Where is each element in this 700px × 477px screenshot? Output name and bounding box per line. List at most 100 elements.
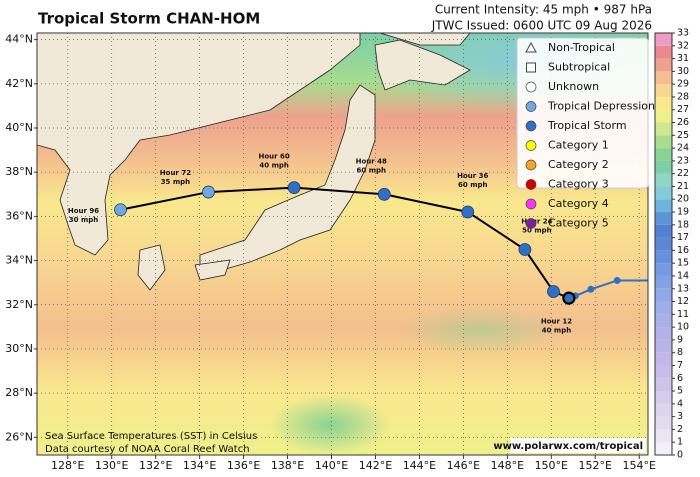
colorbar-segment — [655, 58, 672, 72]
lon-label: 152°E — [579, 459, 612, 472]
forecast-point — [202, 185, 215, 199]
colorbar-segment — [655, 442, 672, 455]
colorbar-segment — [655, 275, 672, 289]
forecast-point — [461, 205, 475, 219]
lat-label: 26°N — [5, 430, 33, 443]
colorbar-label: 16 — [677, 245, 689, 256]
legend-label: Non-Tropical — [548, 41, 615, 54]
colorbar-label: 12 — [677, 296, 689, 307]
land — [37, 33, 361, 256]
colorbar-segment — [655, 378, 672, 392]
intensity: Current Intensity: 45 mph • 987 hPa — [435, 3, 652, 17]
forecast-wind: 60 mph — [458, 181, 487, 189]
forecast-point — [114, 203, 127, 217]
colorbar-segment — [655, 84, 672, 97]
colorbar-label: 6 — [677, 373, 683, 384]
colorbar-label: 20 — [677, 194, 689, 205]
lon-label: 132°E — [139, 459, 172, 472]
sst-field — [270, 395, 390, 455]
lat-label: 44°N — [5, 33, 33, 46]
legend-marker — [525, 140, 537, 151]
lon-label: 136°E — [227, 459, 260, 472]
legend-label: Tropical Depression — [547, 100, 655, 113]
lat-label: 42°N — [5, 77, 33, 90]
colorbar-label: 30 — [677, 66, 689, 77]
forecast-hour: Hour 48 — [356, 157, 387, 165]
colorbar-segment — [655, 237, 672, 251]
forecast-hour: Hour 36 — [457, 172, 488, 180]
forecast-wind: 60 mph — [357, 166, 386, 174]
colorbar-segment — [655, 352, 672, 366]
lon-label: 154°E — [622, 459, 655, 472]
colorbar-label: 22 — [677, 168, 689, 179]
land — [379, 33, 471, 46]
colorbar-segment — [655, 71, 672, 85]
current-position — [562, 291, 576, 305]
colorbar-segment — [655, 173, 672, 187]
colorbar-label: 33 — [677, 28, 689, 39]
url-box — [510, 438, 646, 453]
lon-label: 144°E — [403, 459, 436, 472]
legend-marker — [525, 120, 537, 132]
land — [194, 259, 231, 281]
colorbar-segment — [655, 148, 672, 161]
colorbar-segment — [655, 391, 672, 404]
colorbar-label: 26 — [677, 117, 689, 128]
legend-label: Category 1 — [548, 139, 609, 152]
lon-label: 138°E — [271, 459, 304, 472]
forecast-hour: Hour 12 — [541, 318, 572, 326]
colorbar-segment — [655, 403, 672, 417]
colorbar-segment — [655, 199, 672, 213]
colorbar-label: 17 — [677, 232, 689, 243]
colorbar-segment — [655, 301, 672, 315]
colorbar-label: 24 — [677, 143, 689, 154]
colorbar-segment — [655, 314, 672, 328]
legend-label: Category 4 — [548, 197, 609, 210]
colorbar-label: 0 — [677, 450, 683, 461]
colorbar-label: 27 — [677, 104, 689, 115]
legend-box — [516, 37, 649, 189]
legend-label: Tropical Storm — [547, 119, 627, 132]
lon-label: 148°E — [491, 459, 524, 472]
forecast-point — [518, 243, 532, 256]
lat-label: 38°N — [5, 165, 33, 178]
colorbar-label: 14 — [677, 270, 689, 281]
land — [374, 39, 471, 91]
colorbar-segment — [655, 224, 672, 238]
colorbar-label: 21 — [677, 181, 689, 192]
colorbar-segment — [655, 135, 672, 149]
lon-label: 134°E — [183, 459, 216, 472]
lon-label: 150°E — [535, 459, 568, 472]
forecast-point — [377, 187, 391, 201]
sst-field — [400, 305, 560, 355]
colorbar-segment — [655, 263, 672, 276]
forecast-wind: 35 mph — [161, 178, 190, 186]
colorbar-label: 8 — [677, 347, 683, 358]
colorbar-label: 19 — [677, 207, 689, 218]
colorbar-segment — [655, 212, 672, 225]
colorbar: 0123456789101112131415161718192021222324… — [654, 28, 689, 461]
lon-label: 130°E — [95, 459, 128, 472]
colorbar-segment — [655, 327, 672, 340]
lat-label: 30°N — [5, 342, 33, 355]
legend-marker — [525, 198, 537, 210]
lat-label: 32°N — [5, 298, 33, 311]
colorbar-segment — [655, 250, 672, 264]
legend-marker — [525, 218, 537, 229]
colorbar-label: 18 — [677, 219, 689, 230]
colorbar-segment — [655, 45, 672, 59]
legend: Non-Tropical Subtropical Unknown Tropical D… — [525, 41, 655, 230]
colorbar-label: 31 — [677, 53, 689, 64]
colorbar-label: 29 — [677, 79, 689, 90]
forecast-hour: Hour 60 — [259, 153, 290, 161]
colorbar-segment — [655, 122, 672, 136]
colorbar-segment — [655, 339, 672, 353]
legend-marker — [525, 41, 537, 53]
legend-marker — [526, 62, 536, 73]
map-frame — [36, 32, 649, 456]
past-point — [587, 285, 595, 293]
axes: 128°E 130°E 132°E 134°E 136°E 138°E 140°E 142°E… — [5, 33, 656, 472]
lat-label: 36°N — [5, 209, 33, 222]
colorbar-segment — [655, 109, 672, 123]
lon-label: 146°E — [447, 459, 480, 472]
